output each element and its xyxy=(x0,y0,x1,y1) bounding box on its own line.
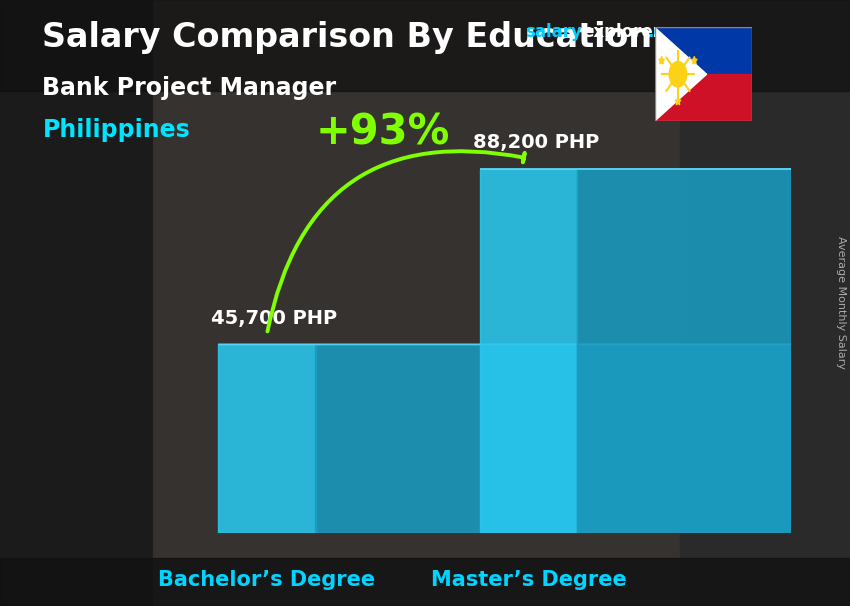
Bar xyxy=(0,0,153,606)
Bar xyxy=(0,0,850,91)
Bar xyxy=(0,558,850,606)
Polygon shape xyxy=(675,97,681,105)
Bar xyxy=(218,344,315,533)
Polygon shape xyxy=(692,56,697,64)
Polygon shape xyxy=(654,27,706,121)
Bar xyxy=(153,0,680,606)
Text: +93%: +93% xyxy=(315,112,450,153)
Text: explorer: explorer xyxy=(582,23,661,41)
Text: Philippines: Philippines xyxy=(42,118,190,142)
Text: salary: salary xyxy=(525,23,582,41)
Polygon shape xyxy=(577,168,850,533)
Text: Average Monthly Salary: Average Monthly Salary xyxy=(836,236,846,370)
Polygon shape xyxy=(480,168,850,169)
Text: Bachelor’s Degree: Bachelor’s Degree xyxy=(158,570,376,590)
Circle shape xyxy=(669,62,687,87)
Text: Bank Project Manager: Bank Project Manager xyxy=(42,76,337,100)
Polygon shape xyxy=(659,56,665,64)
Bar xyxy=(680,0,850,606)
Text: 45,700 PHP: 45,700 PHP xyxy=(211,309,337,328)
Text: Master’s Degree: Master’s Degree xyxy=(431,570,626,590)
Bar xyxy=(654,75,752,121)
Bar xyxy=(480,169,577,533)
Text: Salary Comparison By Education: Salary Comparison By Education xyxy=(42,21,653,54)
Polygon shape xyxy=(315,344,850,533)
Bar xyxy=(654,27,752,75)
Text: .com: .com xyxy=(647,23,692,41)
Text: 88,200 PHP: 88,200 PHP xyxy=(473,133,599,152)
